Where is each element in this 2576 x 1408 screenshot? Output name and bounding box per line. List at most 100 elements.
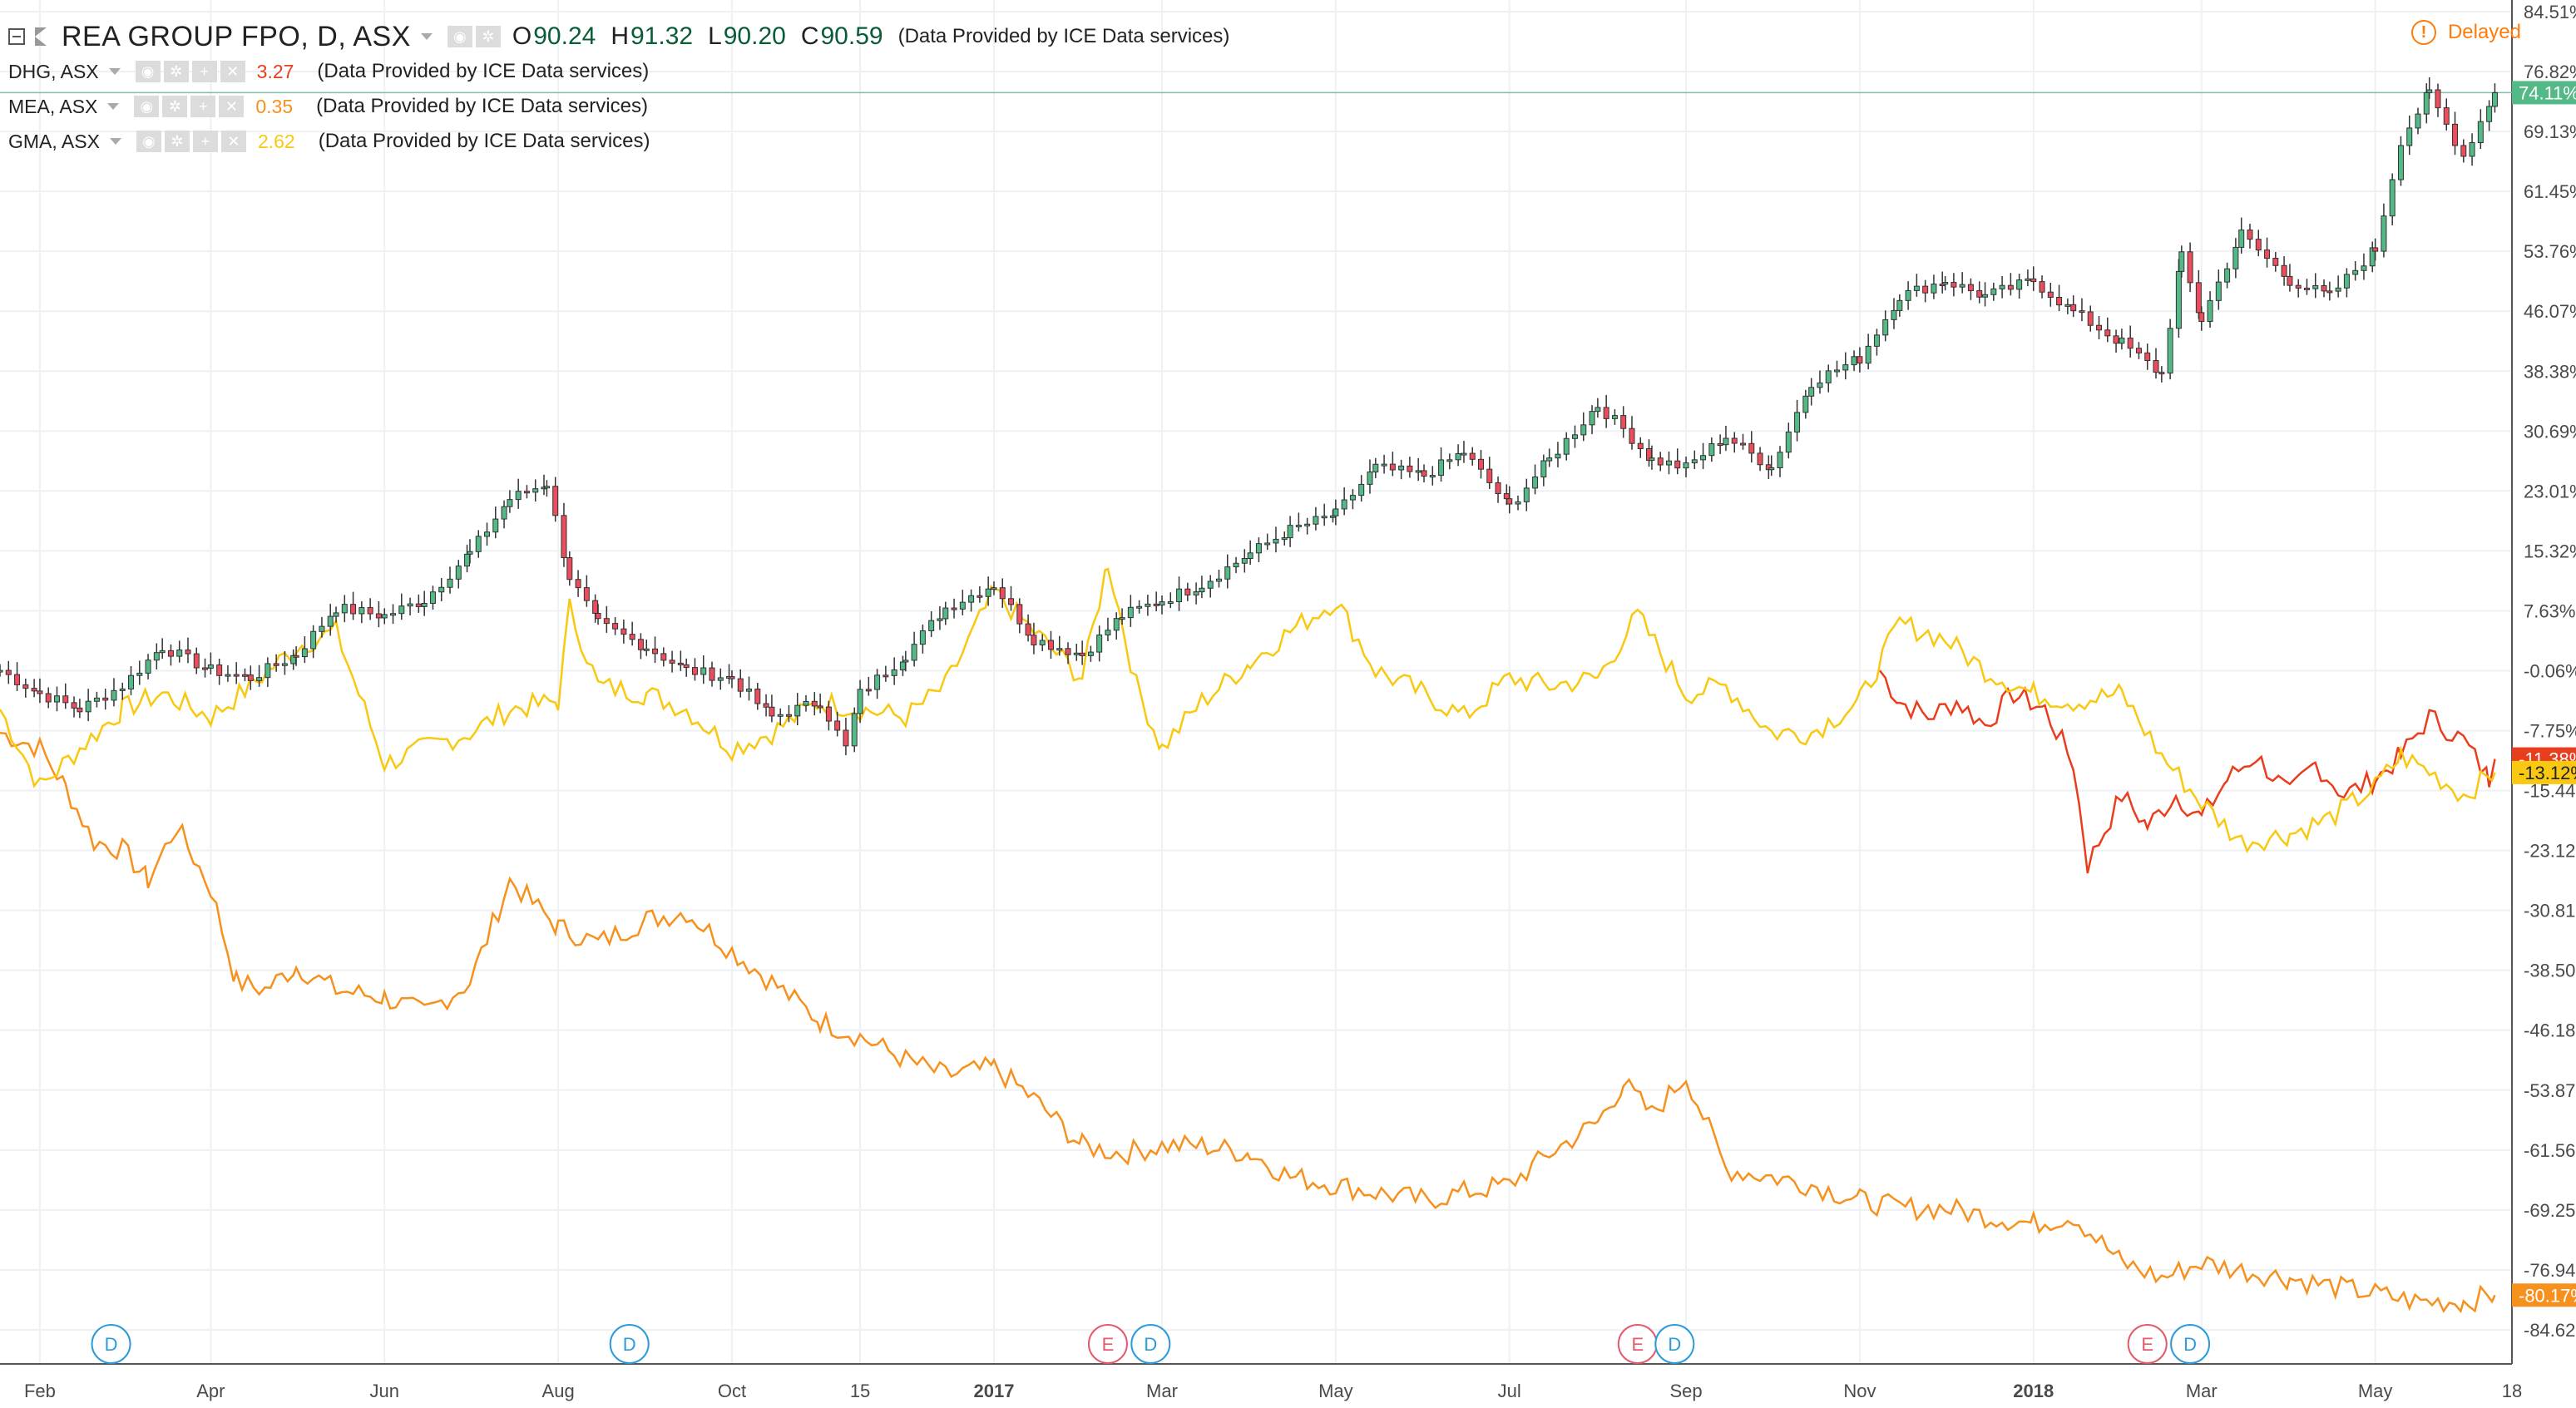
candle-body xyxy=(1047,640,1054,650)
candle-body xyxy=(1865,345,1871,364)
chevron-down-icon[interactable] xyxy=(107,103,120,110)
chevron-down-icon[interactable] xyxy=(108,68,121,75)
eye-icon[interactable]: ◉ xyxy=(134,96,160,117)
candle-body xyxy=(438,586,445,593)
candle-body xyxy=(1629,427,1635,444)
collapse-legend-icon[interactable] xyxy=(8,28,25,45)
compare-provider: (Data Provided by ICE Data services) xyxy=(318,130,650,152)
candle-body xyxy=(2039,281,2045,293)
candle-body xyxy=(769,706,775,717)
candle-body xyxy=(293,655,299,658)
candle-body xyxy=(2295,284,2302,289)
plus-icon[interactable]: + xyxy=(191,61,217,82)
candle xyxy=(660,647,667,667)
main-symbol-name[interactable]: REA GROUP FPO, D, ASX xyxy=(62,20,411,52)
compare-symbol-name[interactable]: MEA, ASX xyxy=(8,95,98,117)
candle xyxy=(595,604,601,625)
eye-icon[interactable]: ◉ xyxy=(447,26,472,47)
candle xyxy=(959,590,966,615)
candle xyxy=(2016,274,2023,299)
dividend-marker[interactable]: D xyxy=(91,1324,131,1364)
earnings-marker[interactable]: E xyxy=(1087,1324,1128,1364)
candle-body xyxy=(2272,258,2279,266)
candle-body xyxy=(1176,588,1183,603)
x-tick-label: Nov xyxy=(1843,1381,1876,1401)
candle-body xyxy=(1931,284,1937,294)
candle-body xyxy=(1571,434,1578,439)
candle-body xyxy=(2381,215,2387,252)
dividend-marker[interactable]: D xyxy=(1654,1324,1695,1364)
compare-symbol-name[interactable]: GMA, ASX xyxy=(8,130,100,152)
candle-body xyxy=(891,669,897,676)
candle xyxy=(22,678,29,698)
chevron-down-icon[interactable] xyxy=(420,33,433,40)
candle-body xyxy=(1777,452,1783,468)
candle-body xyxy=(629,634,635,640)
eye-icon[interactable]: ◉ xyxy=(135,61,161,82)
candle xyxy=(1603,394,1609,428)
candle xyxy=(407,597,413,615)
gear-icon[interactable]: ✲ xyxy=(164,131,190,152)
candle-body xyxy=(415,603,422,607)
candle xyxy=(464,545,471,573)
dividend-marker[interactable]: D xyxy=(2170,1324,2211,1364)
candle-body xyxy=(1873,334,1880,347)
candle xyxy=(1199,576,1205,599)
candle xyxy=(1455,444,1461,467)
candle-body xyxy=(1546,457,1553,462)
candle xyxy=(777,708,784,726)
eye-icon[interactable]: ◉ xyxy=(136,131,161,152)
candle xyxy=(2198,306,2205,331)
close-icon[interactable]: ✕ xyxy=(219,96,245,117)
compare-symbol-name[interactable]: DHG, ASX xyxy=(8,60,99,82)
chevron-down-icon[interactable] xyxy=(109,138,121,145)
candle-body xyxy=(1264,542,1271,546)
plus-icon[interactable]: + xyxy=(192,131,218,152)
y-tick-label: 76.82% xyxy=(2524,62,2576,82)
dividend-marker[interactable]: D xyxy=(609,1324,650,1364)
candle xyxy=(2247,224,2253,249)
candle xyxy=(1176,576,1183,611)
candle-body xyxy=(241,674,248,677)
flag-icon[interactable] xyxy=(35,27,47,46)
candle xyxy=(1700,442,1707,470)
candle-body xyxy=(1341,499,1347,510)
gear-icon[interactable]: ✲ xyxy=(475,26,501,47)
legend-tools: ◉ ✲ + ✕ xyxy=(136,131,246,152)
candle xyxy=(2303,279,2310,295)
candle-body xyxy=(193,653,200,669)
candle xyxy=(1332,499,1339,526)
series-line-mea xyxy=(0,731,2496,1314)
dividend-marker[interactable]: D xyxy=(1130,1324,1171,1364)
close-icon[interactable]: ✕ xyxy=(220,61,245,82)
candle-body xyxy=(991,587,997,590)
candle-body xyxy=(603,618,610,625)
earnings-marker[interactable]: E xyxy=(1617,1324,1658,1364)
candle-body xyxy=(1159,601,1165,606)
candle xyxy=(1321,503,1328,526)
candle-body xyxy=(2025,278,2031,281)
delayed-status[interactable]: ! Delayed xyxy=(2410,20,2521,45)
candle xyxy=(2443,98,2450,131)
candle xyxy=(1951,273,1957,297)
candle-body xyxy=(1785,431,1792,453)
y-tick-label: -69.25% xyxy=(2524,1200,2576,1221)
gear-icon[interactable]: ✲ xyxy=(162,96,188,117)
main-symbol-legend: REA GROUP FPO, D, ASX ◉ ✲ O 90.24 H 91.3… xyxy=(8,18,1229,55)
candle xyxy=(2372,238,2379,261)
plus-icon[interactable]: + xyxy=(190,96,216,117)
gear-icon[interactable]: ✲ xyxy=(163,61,189,82)
candle xyxy=(1942,276,1949,291)
candle-body xyxy=(942,607,949,620)
candle xyxy=(2281,256,2287,286)
candle xyxy=(899,655,906,676)
earnings-marker[interactable]: E xyxy=(2127,1324,2168,1364)
candle xyxy=(1153,591,1159,612)
candle-body xyxy=(1851,356,1857,366)
candle xyxy=(1167,592,1174,609)
candle xyxy=(1765,455,1772,479)
candle-body xyxy=(1332,508,1339,516)
close-icon[interactable]: ✕ xyxy=(220,131,246,152)
candle xyxy=(1127,595,1134,627)
